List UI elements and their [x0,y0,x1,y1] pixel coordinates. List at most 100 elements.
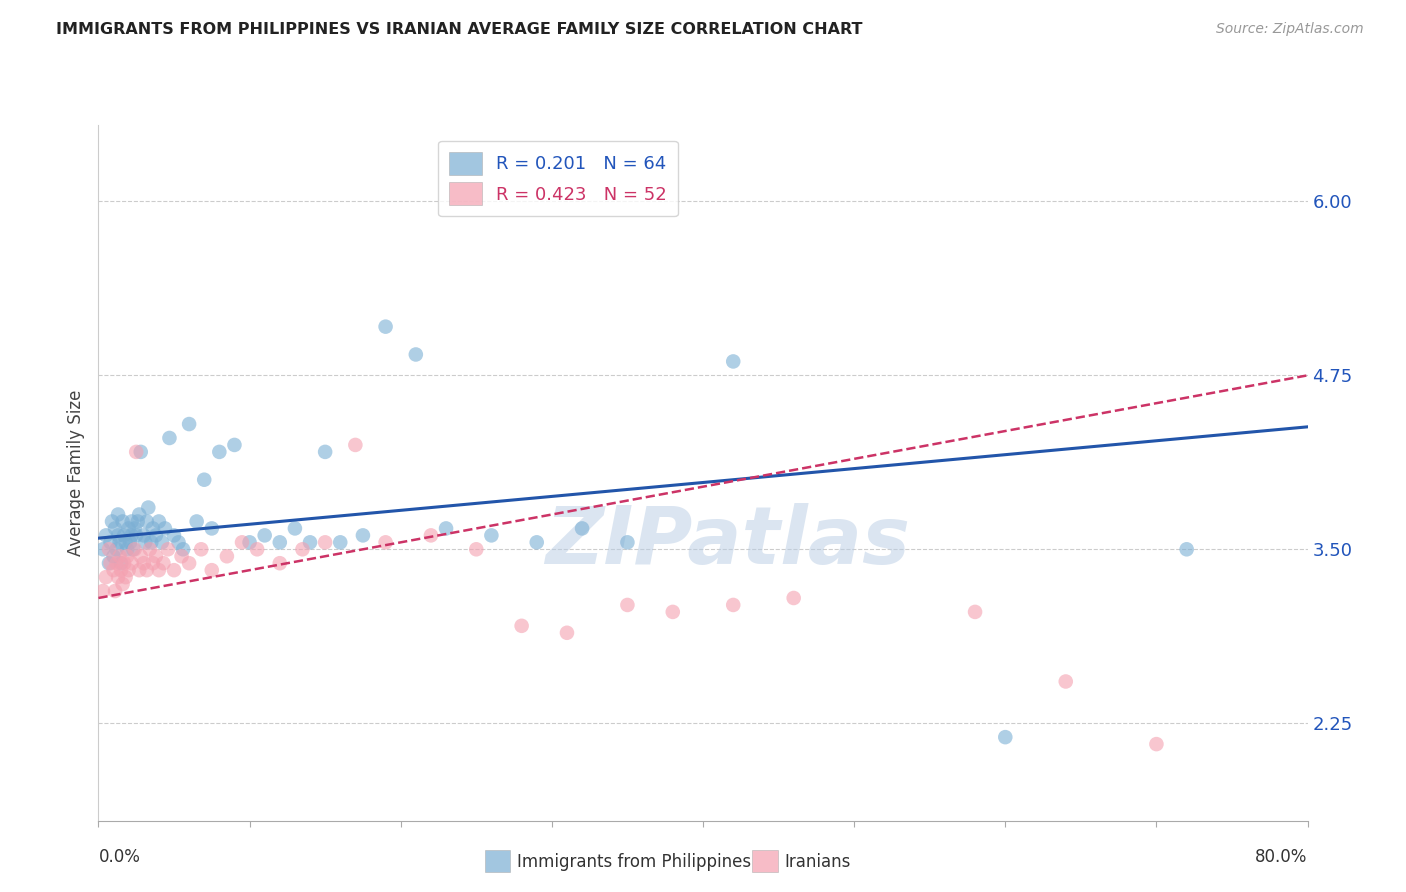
Point [125,445,148,459]
Point [555,625,578,640]
Point [1054,674,1077,689]
Point [170,549,193,564]
Text: ZIPatlas: ZIPatlas [544,503,910,582]
Point [108,535,131,549]
Point [104,584,127,599]
Point [616,598,638,612]
Point [120,535,142,549]
Point [352,528,374,542]
Point [111,577,134,591]
Text: Immigrants from Philippines: Immigrants from Philippines [517,853,752,871]
Point [134,535,156,549]
Point [465,542,488,557]
Point [172,542,194,557]
Point [156,542,179,557]
Point [148,515,170,529]
Point [186,515,208,529]
Point [299,535,322,549]
Point [107,508,129,522]
Point [148,563,170,577]
Point [135,563,157,577]
Point [121,515,143,529]
Point [135,515,157,529]
Point [125,528,148,542]
Point [129,549,152,564]
Point [115,549,138,564]
Point [314,445,336,459]
Point [98,542,121,557]
Point [107,528,129,542]
Point [344,438,367,452]
Point [374,319,396,334]
Point [965,605,987,619]
Point [136,500,159,515]
Point [91,584,114,599]
Point [190,542,212,557]
Point [118,563,141,577]
Point [105,542,128,557]
Point [374,535,396,549]
Point [571,521,593,535]
Point [269,535,291,549]
Text: 80.0%: 80.0% [1256,848,1308,866]
Point [783,591,806,605]
Point [129,445,152,459]
Point [110,563,132,577]
Legend: R = 0.201   N = 64, R = 0.423   N = 52: R = 0.201 N = 64, R = 0.423 N = 52 [439,141,678,216]
Point [420,528,443,542]
Point [118,521,141,535]
Text: 0.0%: 0.0% [98,848,141,866]
Point [167,535,190,549]
Point [100,535,122,549]
Point [246,542,269,557]
Point [145,528,167,542]
Point [253,528,276,542]
Point [112,528,135,542]
Point [98,556,121,570]
Point [201,563,224,577]
Point [94,528,117,542]
Point [510,619,533,633]
Point [239,535,262,549]
Point [122,542,145,557]
Point [121,556,143,570]
Point [114,535,136,549]
Point [142,556,165,570]
Point [208,445,231,459]
Point [179,556,201,570]
Point [128,563,150,577]
Point [103,549,125,564]
Text: Iranians: Iranians [785,853,851,871]
Point [141,535,163,549]
Point [124,521,146,535]
Point [100,556,122,570]
Point [284,521,307,535]
Point [108,549,131,564]
Point [107,570,129,584]
Point [329,535,352,549]
Point [179,417,201,431]
Point [139,542,162,557]
Point [103,563,125,577]
Point [132,528,155,542]
Point [104,521,127,535]
Point [112,556,135,570]
Point [127,515,149,529]
Point [145,549,167,564]
Point [121,528,143,542]
Point [128,508,150,522]
Point [142,521,165,535]
Point [616,535,638,549]
Point [111,515,134,529]
Point [152,556,174,570]
Point [291,542,314,557]
Point [91,542,114,557]
Point [94,570,117,584]
Point [153,521,176,535]
Point [231,535,253,549]
Point [662,605,685,619]
Point [215,549,238,564]
Point [105,556,128,570]
Point [723,598,745,612]
Point [201,521,224,535]
